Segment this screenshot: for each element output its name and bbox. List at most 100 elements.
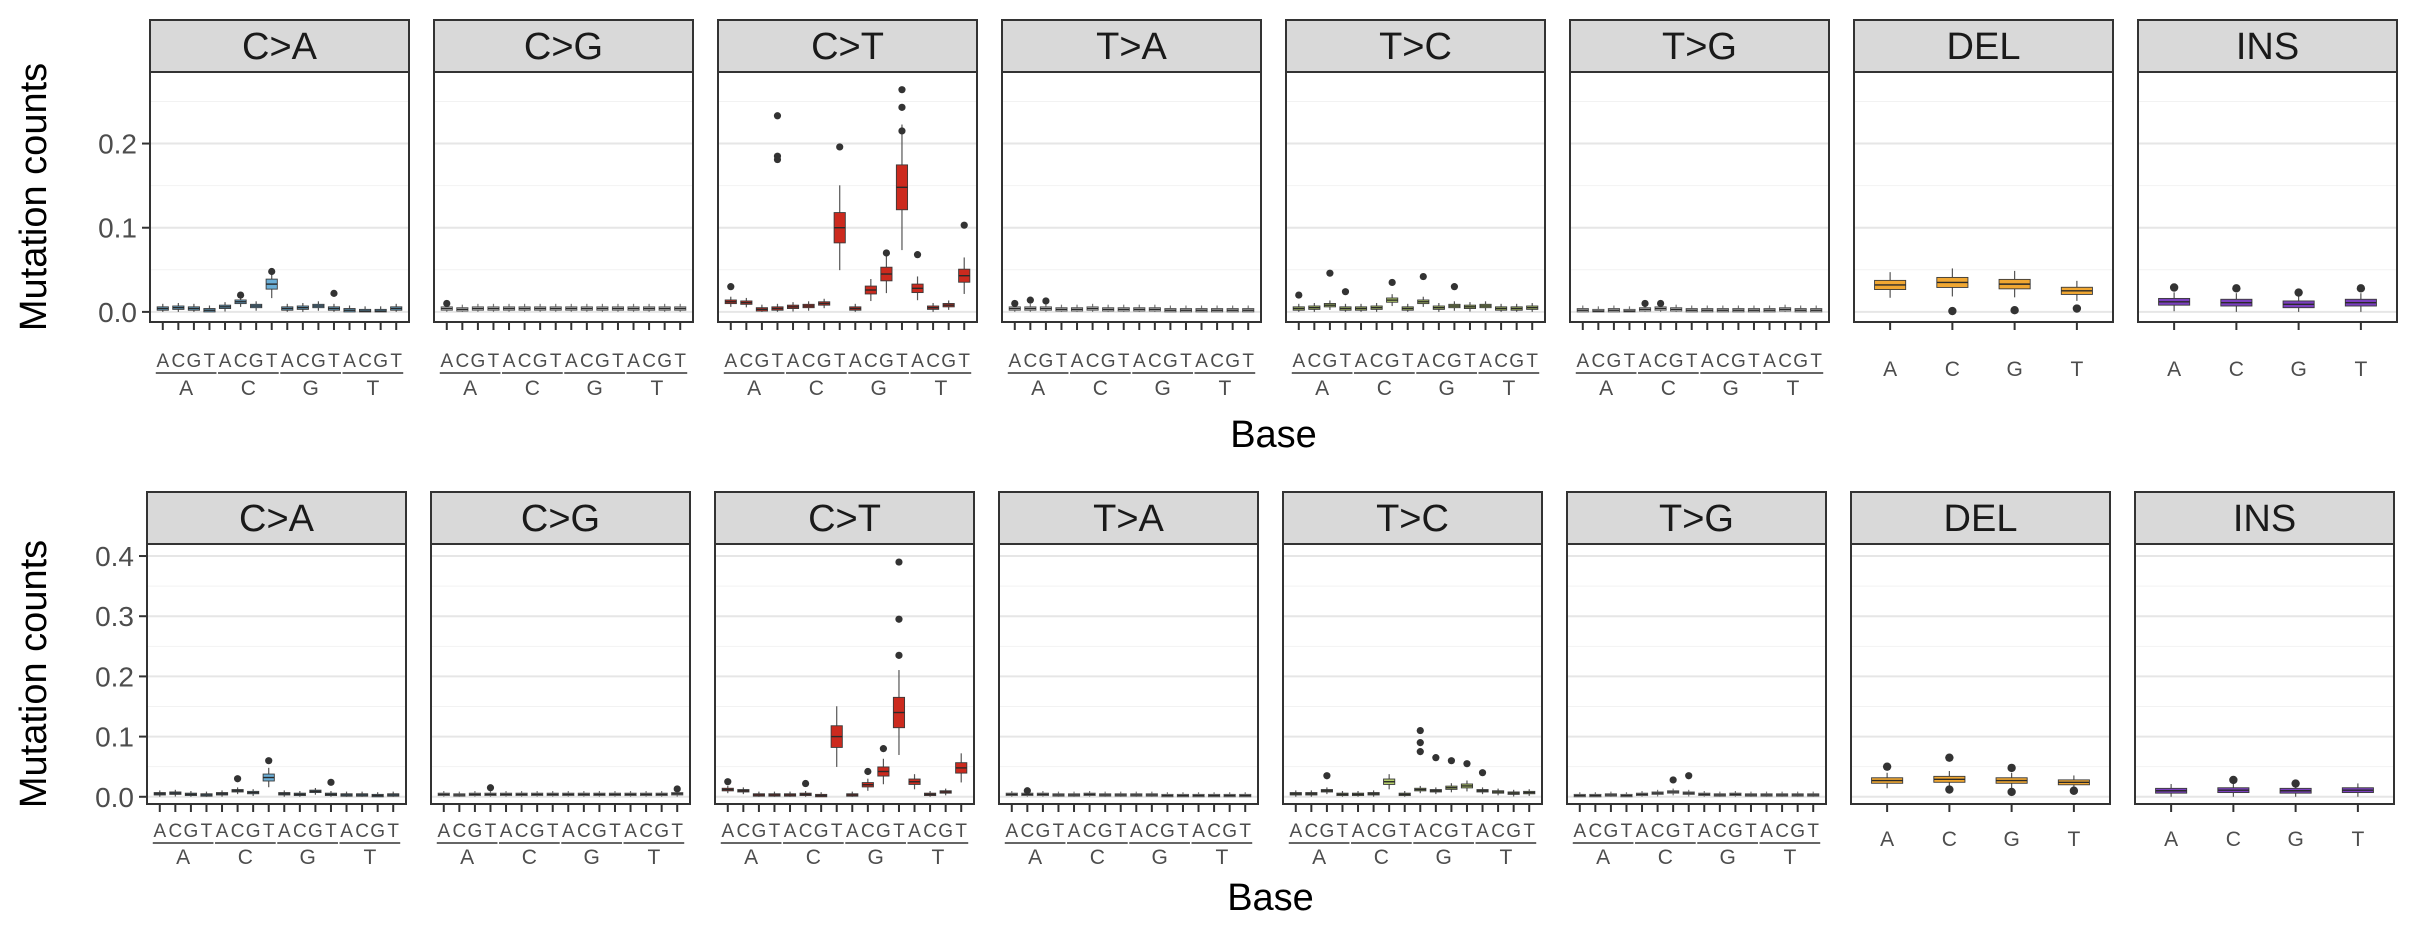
x-context-tick-label: C xyxy=(1023,351,1037,372)
panel-border xyxy=(149,71,410,323)
panel-border xyxy=(433,71,694,323)
outlier-point xyxy=(898,86,906,94)
outlier-point xyxy=(895,558,903,566)
outlier-point xyxy=(1447,757,1456,765)
x-context-tick-label: T xyxy=(1464,351,1476,372)
x-context-tick-label: T xyxy=(1180,351,1192,372)
outlier-point xyxy=(1416,739,1424,747)
x-context-tick-label: G xyxy=(879,351,894,372)
x-base-tick-label: A xyxy=(1028,846,1042,869)
x-context-tick-label: A xyxy=(1414,821,1427,842)
facet-strip-label: C>T xyxy=(811,26,884,68)
y-tick-label: 0.1 xyxy=(95,722,134,753)
x-base-tick-label: C xyxy=(1942,828,1957,851)
panel-border xyxy=(2134,543,2395,805)
x-context-tick-label: G xyxy=(1160,821,1175,842)
x-context-tick-label: A xyxy=(1355,351,1368,372)
facet-strip xyxy=(2134,491,2395,545)
x-context-tick-label: A xyxy=(849,351,862,372)
x-context-tick-label: C xyxy=(1145,821,1159,842)
x-context-tick-label: T xyxy=(958,351,970,372)
x-base-tick-label: C xyxy=(2229,358,2244,381)
outlier-point xyxy=(1023,787,1031,795)
x-context-tick-label: G xyxy=(373,351,388,372)
x-context-tick-label: G xyxy=(755,351,770,372)
x-context-tick-label: C xyxy=(580,351,594,372)
x-context-tick-label: A xyxy=(440,351,453,372)
x-base-tick-label: T xyxy=(1215,846,1228,869)
x-context-tick-label: G xyxy=(1385,351,1400,372)
outlier-point xyxy=(1450,283,1459,291)
x-context-tick-label: C xyxy=(1494,351,1508,372)
x-context-tick-label: C xyxy=(1307,351,1321,372)
x-context-tick-label: T xyxy=(834,351,846,372)
x-context-tick-label: C xyxy=(452,821,466,842)
outlier-point xyxy=(864,767,872,776)
x-context-tick-label: T xyxy=(896,351,908,372)
x-context-tick-label: C xyxy=(1654,351,1668,372)
outlier-point xyxy=(1641,299,1649,308)
x-context-tick-label: A xyxy=(219,351,232,372)
outlier-point xyxy=(1669,776,1677,784)
outlier-point xyxy=(236,291,245,299)
facet-strip-label: T>A xyxy=(1096,26,1167,68)
panel-background xyxy=(1567,544,1826,804)
x-context-tick-label: G xyxy=(1036,821,1051,842)
x-context-tick-label: T xyxy=(1340,351,1352,372)
x-base-tick-label: C xyxy=(525,377,540,400)
x-base-tick-label: G xyxy=(870,377,886,400)
outlier-point xyxy=(773,112,782,120)
x-context-tick-label: C xyxy=(1370,351,1384,372)
outlier-point xyxy=(895,615,903,623)
x-base-tick-label: C xyxy=(1090,846,1105,869)
x-context-tick-label: A xyxy=(281,351,294,372)
x-context-tick-label: G xyxy=(184,821,199,842)
panel-background xyxy=(2135,544,2394,804)
x-base-tick-label: A xyxy=(463,377,477,400)
x-context-tick-label: C xyxy=(1429,821,1443,842)
x-context-tick-label: G xyxy=(1607,351,1622,372)
y-tick-label: 0.0 xyxy=(95,782,134,813)
x-context-tick-label: G xyxy=(1222,821,1237,842)
x-context-tick-label: A xyxy=(1417,351,1430,372)
x-context-tick-label: G xyxy=(187,351,202,372)
outlier-point xyxy=(1011,299,1019,308)
x-context-tick-label: C xyxy=(1020,821,1034,842)
x-context-tick-label: A xyxy=(562,821,575,842)
x-base-tick-label: C xyxy=(238,846,253,869)
outlier-point xyxy=(882,249,891,257)
x-context-tick-label: G xyxy=(657,351,672,372)
facet-strip-label: C>G xyxy=(524,26,603,68)
x-base-tick-label: G xyxy=(1722,377,1738,400)
outlier-point xyxy=(1419,272,1427,281)
x-context-tick-label: C xyxy=(355,821,369,842)
outlier-point xyxy=(2007,763,2016,773)
outlier-point xyxy=(2072,304,2082,313)
x-context-tick-label: C xyxy=(168,821,182,842)
facet-strip xyxy=(1285,19,1546,73)
x-context-tick-label: T xyxy=(1053,821,1065,842)
x-context-tick-label: T xyxy=(1686,351,1698,372)
outlier-point xyxy=(1882,762,1892,771)
x-context-tick-label: C xyxy=(923,821,937,842)
x-base-tick-label: A xyxy=(1031,377,1045,400)
x-context-tick-label: C xyxy=(234,351,248,372)
x-context-tick-label: T xyxy=(485,821,497,842)
x-context-tick-label: A xyxy=(1068,821,1081,842)
x-context-tick-label: G xyxy=(876,821,891,842)
panel-border xyxy=(2137,71,2398,323)
x-context-tick-label: A xyxy=(1698,821,1711,842)
outlier-point xyxy=(2007,787,2016,797)
x-context-tick-label: C xyxy=(358,351,372,372)
x-context-tick-label: G xyxy=(1323,351,1338,372)
outlier-point xyxy=(2291,779,2300,788)
facet-strip-label: C>T xyxy=(808,498,881,540)
x-base-tick-label: C xyxy=(1093,377,1108,400)
x-context-tick-label: T xyxy=(488,351,500,372)
x-context-tick-label: A xyxy=(343,351,356,372)
outlier-point xyxy=(2069,786,2079,795)
y-tick-label: 0.2 xyxy=(98,129,137,160)
outlier-point xyxy=(486,784,495,792)
x-context-tick-label: C xyxy=(455,351,469,372)
x-context-tick-label: T xyxy=(1624,351,1636,372)
